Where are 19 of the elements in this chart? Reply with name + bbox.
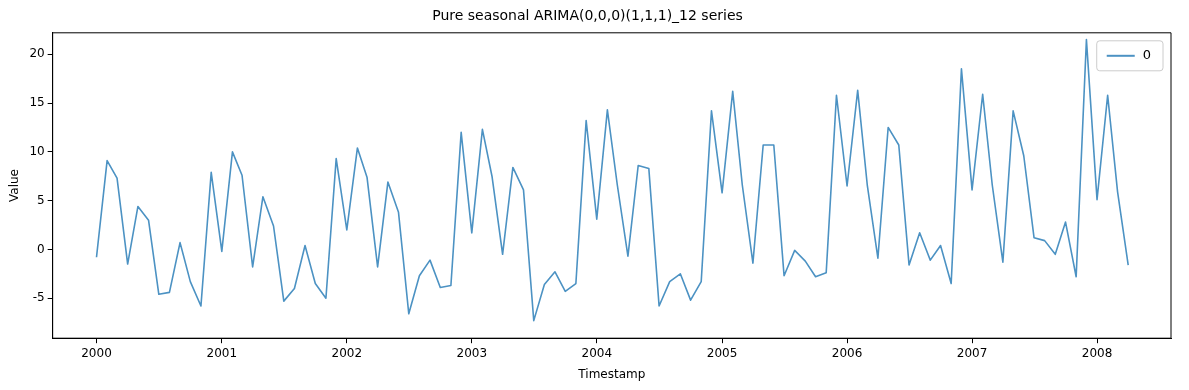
y-tick-label: 20 [29, 46, 45, 61]
y-tick-label: 0 [37, 241, 45, 256]
legend-label: 0 [1142, 47, 1152, 63]
x-axis-title: Timestamp [577, 366, 646, 381]
y-tick-label: 5 [37, 192, 45, 207]
x-tick-label: 2007 [956, 345, 988, 360]
x-tick-label: 2005 [706, 345, 738, 360]
y-tick-label: -5 [32, 290, 45, 305]
y-tick-label: 10 [29, 143, 45, 158]
x-tick-label: 2003 [456, 345, 488, 360]
x-tick-label: 2008 [1081, 345, 1113, 360]
y-tick-label: 15 [29, 95, 45, 110]
x-tick-label: 2006 [831, 345, 863, 360]
x-tick-label: 2002 [331, 345, 363, 360]
x-tick-label: 2001 [206, 345, 238, 360]
x-tick-label: 2000 [81, 345, 112, 360]
x-tick-label: 2004 [581, 345, 613, 360]
y-axis-title: Value [7, 169, 22, 202]
chart-title: Pure seasonal ARIMA(0,0,0)(1,1,1)_12 series [432, 7, 743, 24]
